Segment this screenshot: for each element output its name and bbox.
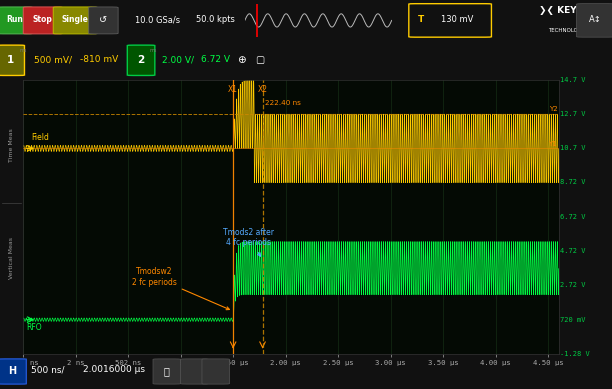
Text: Field: Field <box>32 133 50 142</box>
Text: 2: 2 <box>138 54 144 65</box>
FancyBboxPatch shape <box>23 7 62 34</box>
Text: Y1: Y1 <box>548 141 558 147</box>
Text: Y2: Y2 <box>549 106 558 112</box>
Text: X2: X2 <box>258 85 267 94</box>
Text: 1: 1 <box>7 54 14 65</box>
FancyBboxPatch shape <box>181 359 208 384</box>
Text: 500 mV/: 500 mV/ <box>34 55 72 64</box>
Text: ⏱: ⏱ <box>164 366 170 376</box>
FancyBboxPatch shape <box>53 7 97 34</box>
Text: RFO: RFO <box>26 323 42 332</box>
Text: ❯❮ KEYSIGHT: ❯❮ KEYSIGHT <box>539 6 607 15</box>
Text: 500 ns/: 500 ns/ <box>31 365 64 374</box>
Text: Stop: Stop <box>33 15 53 24</box>
Text: 2.00 V/: 2.00 V/ <box>162 55 194 64</box>
Text: 10.0 GSa/s: 10.0 GSa/s <box>135 15 180 24</box>
Text: -810 mV: -810 mV <box>80 55 118 64</box>
Text: 720 mV: 720 mV <box>560 317 585 322</box>
Text: 2.72 V: 2.72 V <box>560 282 585 288</box>
Text: ▢: ▢ <box>255 54 265 65</box>
Text: 6.72 V: 6.72 V <box>560 214 585 220</box>
Text: Tmodsw2
2 fc periods: Tmodsw2 2 fc periods <box>132 267 230 310</box>
Text: X1: X1 <box>228 85 238 94</box>
Text: 8.72 V: 8.72 V <box>560 179 585 186</box>
FancyBboxPatch shape <box>89 7 118 34</box>
Text: Run: Run <box>6 15 23 24</box>
Text: 6.72 V: 6.72 V <box>201 55 230 64</box>
Text: -1.28 V: -1.28 V <box>560 351 589 357</box>
Text: 14.7 V: 14.7 V <box>560 77 585 83</box>
Text: ms: ms <box>20 48 27 53</box>
Text: 10.7 V: 10.7 V <box>560 145 585 151</box>
FancyBboxPatch shape <box>0 45 24 75</box>
Text: Vertical Meas: Vertical Meas <box>9 237 14 279</box>
Text: A↕: A↕ <box>589 15 602 24</box>
Text: 50.0 kpts: 50.0 kpts <box>196 15 235 24</box>
FancyBboxPatch shape <box>202 359 230 384</box>
FancyBboxPatch shape <box>577 4 612 37</box>
Text: ↺: ↺ <box>99 15 108 25</box>
Text: H: H <box>9 366 17 376</box>
FancyBboxPatch shape <box>0 359 26 384</box>
Text: TECHNOLOGIES: TECHNOLOGIES <box>548 28 591 33</box>
Text: 222.40 ns: 222.40 ns <box>264 100 300 106</box>
Text: ⊕: ⊕ <box>237 54 246 65</box>
Text: Tmods2 after
4 fc periods: Tmods2 after 4 fc periods <box>223 228 274 256</box>
Text: 130 mV: 130 mV <box>441 15 473 24</box>
FancyBboxPatch shape <box>127 45 155 75</box>
Text: Time Meas: Time Meas <box>9 129 14 163</box>
Text: ms: ms <box>150 48 157 53</box>
Text: T: T <box>417 15 424 24</box>
Text: Single: Single <box>62 15 89 24</box>
Text: 2.0016000 μs: 2.0016000 μs <box>83 365 144 374</box>
Text: 4.72 V: 4.72 V <box>560 248 585 254</box>
FancyBboxPatch shape <box>153 359 181 384</box>
FancyBboxPatch shape <box>0 7 32 34</box>
Text: 12.7 V: 12.7 V <box>560 111 585 117</box>
